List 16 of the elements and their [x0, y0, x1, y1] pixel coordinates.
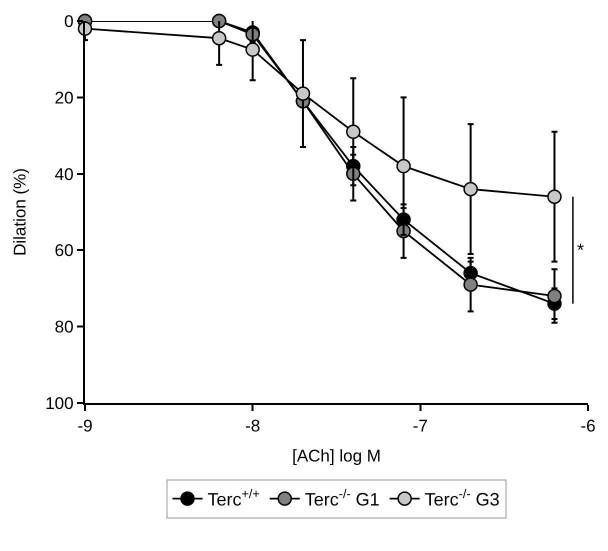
x-tick-label: -8 — [245, 416, 260, 436]
y-tick-label: 0 — [64, 12, 74, 31]
annotation: * — [577, 240, 584, 260]
legend-label: Terc$^{-/-}$ G1 — [304, 487, 380, 510]
y-axis-title: Dilation (%) — [10, 168, 30, 256]
legend-label: Terc$^{+/+}$ — [208, 487, 260, 510]
y-tick-label: 20 — [54, 88, 74, 108]
x-tick-label: -9 — [77, 416, 93, 436]
y-tick-label: 40 — [54, 164, 74, 184]
x-tick-label: -6 — [580, 416, 596, 436]
x-axis-title: [ACh] log M — [292, 446, 381, 466]
legend-label: Terc$^{-/-}$ G3 — [424, 487, 500, 510]
y-tick-label: 100 — [45, 394, 74, 413]
y-tick-label: 60 — [54, 241, 74, 260]
x-tick-label: -7 — [412, 416, 428, 436]
y-tick-label: 80 — [54, 318, 74, 337]
